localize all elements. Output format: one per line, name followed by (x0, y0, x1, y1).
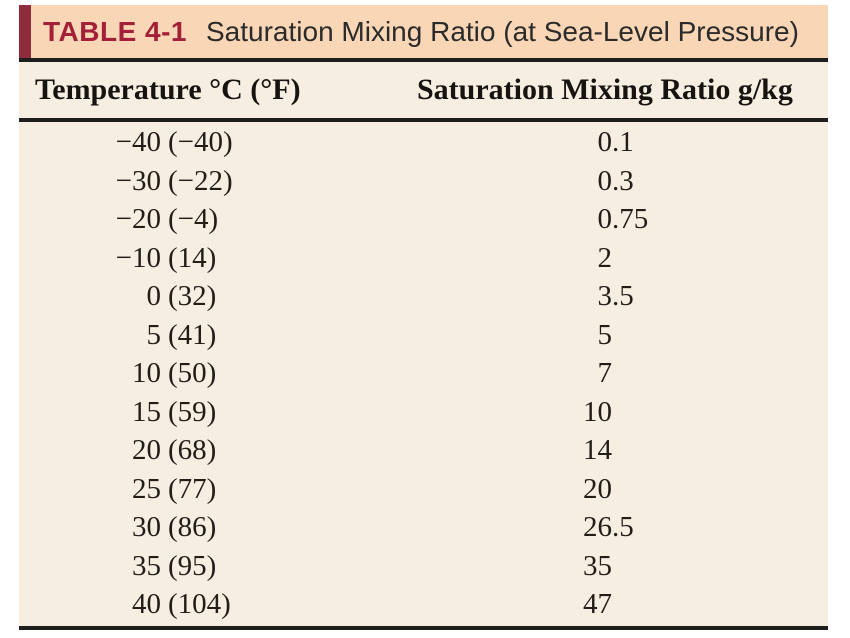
ratio-frac-part (612, 470, 828, 509)
temp-f-value: (−40) (168, 126, 233, 158)
ratio-int-part: 20 (583, 472, 612, 505)
temp-c-value: 15 (132, 395, 161, 428)
column-header-ratio: Saturation Mixing Ratio g/kg (417, 73, 793, 106)
temp-f-value: (68) (168, 434, 217, 466)
table-row: 35 (95) 35 (19, 547, 828, 586)
ratio-frac-part: .1 (612, 126, 634, 158)
ratio-frac-part (612, 239, 828, 278)
temp-c-value: −20 (115, 203, 161, 235)
ratio-int-part: 14 (583, 434, 612, 466)
temp-f-value: (50) (168, 357, 217, 389)
temp-c-value: 30 (132, 511, 161, 543)
ratio-frac-part (612, 393, 828, 432)
temp-c-value: 25 (132, 472, 161, 505)
ratio-frac-part: .5 (612, 511, 634, 543)
ratio-frac-part: .5 (612, 280, 634, 312)
table-header-row: Temperature °C (°F) Saturation Mixing Ra… (19, 62, 828, 118)
table-row: 5 (41) 5 (19, 316, 828, 355)
ratio-frac-part (612, 585, 828, 624)
ratio-frac-part (612, 316, 828, 355)
ratio-frac-part: .3 (612, 164, 634, 197)
table-row: 10 (50) 7 (19, 354, 828, 393)
horizontal-rule-bottom (19, 625, 828, 630)
table-row: −40 (−40) 0 .1 (19, 123, 828, 162)
ratio-frac-part: .75 (612, 203, 649, 235)
temp-c-value: 40 (132, 588, 161, 620)
temp-f-value: (86) (168, 511, 217, 543)
ratio-frac-part (612, 431, 828, 470)
ratio-int-part: 5 (597, 318, 613, 351)
temp-f-value: (59) (168, 395, 217, 428)
temp-f-value: (77) (168, 472, 217, 505)
ratio-int-part: 0 (597, 164, 613, 197)
temp-c-value: −30 (115, 164, 161, 197)
table-row: 20 (68) 14 (19, 431, 828, 470)
temp-c-value: 0 (146, 280, 162, 312)
table-row: −30 (−22) 0 .3 (19, 162, 828, 201)
table-row: −20 (−4) 0 .75 (19, 200, 828, 239)
ratio-int-part: 0 (597, 126, 613, 158)
title-accent-bar (19, 5, 31, 58)
table-title-band: TABLE 4-1 Saturation Mixing Ratio (at Se… (19, 5, 828, 58)
table-row: 15 (59) 10 (19, 393, 828, 432)
table-title: Saturation Mixing Ratio (at Sea-Level Pr… (206, 15, 799, 47)
temp-f-value: (95) (168, 549, 217, 582)
ratio-frac-part (612, 547, 828, 586)
table-row: −10 (14) 2 (19, 239, 828, 278)
temp-c-value: 35 (132, 549, 161, 582)
column-header-temperature: Temperature °C (°F) (35, 73, 301, 106)
ratio-frac-part (612, 354, 828, 393)
ratio-int-part: 3 (597, 280, 613, 312)
temp-f-value: (−22) (168, 164, 233, 197)
temp-f-value: (−4) (168, 203, 219, 235)
ratio-int-part: 47 (583, 588, 612, 620)
temp-f-value: (104) (168, 588, 231, 620)
table-row: 0 (32) 3 .5 (19, 277, 828, 316)
table-row: 30 (86) 26 .5 (19, 508, 828, 547)
temp-f-value: (14) (168, 241, 217, 274)
ratio-int-part: 35 (583, 549, 612, 582)
ratio-int-part: 0 (597, 203, 613, 235)
temp-f-value: (41) (168, 318, 217, 351)
temp-c-value: 5 (146, 318, 162, 351)
ratio-int-part: 10 (583, 395, 612, 428)
table-row: 25 (77) 20 (19, 470, 828, 509)
temp-c-value: −40 (115, 126, 161, 158)
ratio-int-part: 7 (597, 357, 613, 389)
table-label: TABLE 4-1 (43, 15, 187, 47)
table-row: 40 (104) 47 (19, 585, 828, 624)
temp-c-value: −10 (115, 241, 161, 274)
table-body: −40 (−40) 0 .1 −30 (−22) 0 .3 −20 (−4) 0… (19, 122, 828, 626)
temp-c-value: 10 (132, 357, 161, 389)
ratio-int-part: 2 (597, 241, 613, 274)
temp-f-value: (32) (168, 280, 217, 312)
ratio-int-part: 26 (583, 511, 612, 543)
saturation-mixing-ratio-table: TABLE 4-1 Saturation Mixing Ratio (at Se… (19, 5, 828, 630)
horizontal-rule-middle (19, 118, 828, 122)
horizontal-rule-top (19, 58, 828, 62)
temp-c-value: 20 (132, 434, 161, 466)
